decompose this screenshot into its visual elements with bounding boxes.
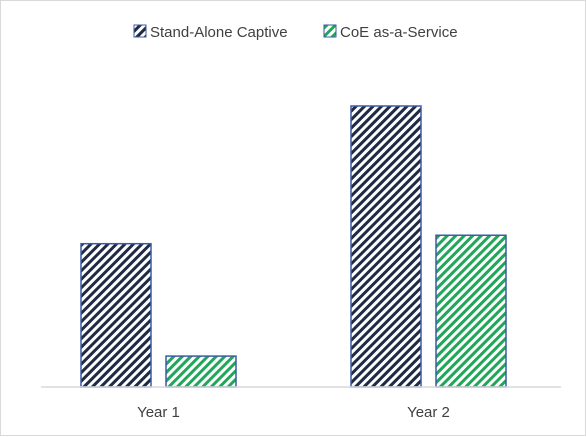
legend-swatch-stand-alone-captive bbox=[133, 24, 147, 38]
legend: Stand-Alone Captive CoE as-a-Service bbox=[133, 24, 458, 41]
legend-item-coe-as-a-service: CoE as-a-Service bbox=[323, 24, 458, 41]
bar-stand-alone-captive-year-1 bbox=[80, 242, 152, 388]
legend-label-stand-alone-captive: Stand-Alone Captive bbox=[150, 24, 288, 41]
bars-group bbox=[80, 105, 507, 388]
x-tick-label-year-1: Year 1 bbox=[137, 404, 180, 421]
legend-item-stand-alone-captive: Stand-Alone Captive bbox=[133, 24, 288, 41]
x-tick-label-year-2: Year 2 bbox=[407, 404, 450, 421]
bar-coe-as-a-service-year-2 bbox=[435, 234, 507, 388]
bar-stand-alone-captive-year-2 bbox=[350, 105, 422, 388]
legend-label-coe-as-a-service: CoE as-a-Service bbox=[340, 24, 458, 41]
bar-coe-as-a-service-year-1 bbox=[165, 355, 237, 388]
legend-swatch-coe-as-a-service bbox=[323, 24, 337, 38]
